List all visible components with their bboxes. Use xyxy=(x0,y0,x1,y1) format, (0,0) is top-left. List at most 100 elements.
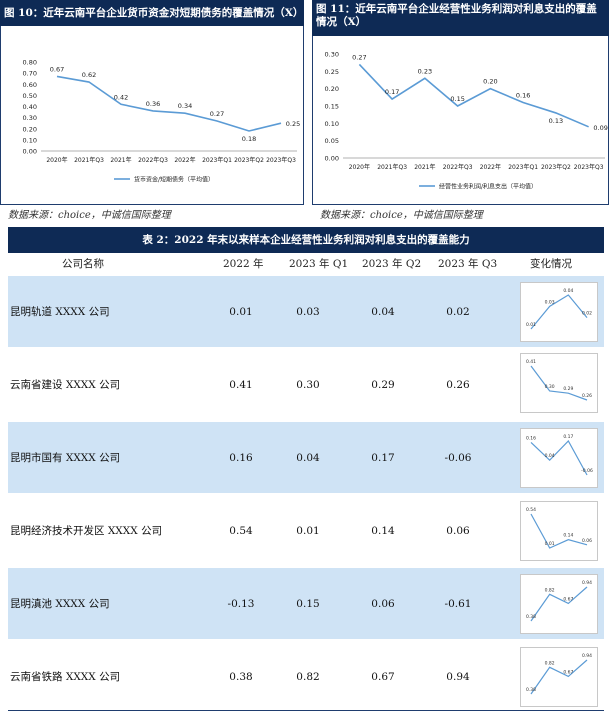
value-cell: 0.04 xyxy=(371,305,395,318)
data-label: 0.67 xyxy=(50,65,64,73)
data-label: 0.13 xyxy=(549,117,563,125)
data-label: 0.18 xyxy=(242,135,256,143)
value-cell: 0.01 xyxy=(229,305,253,318)
sparkline-series xyxy=(530,586,588,622)
sparkline-label: 0.01 xyxy=(526,322,536,328)
x-tick-label: 2021年 xyxy=(110,156,131,164)
chart-1-title: 图 10：近年云南平台企业货币资金对短期债务的覆盖情况（X） xyxy=(0,0,304,26)
y-tick-label: 0.40 xyxy=(23,103,37,111)
company-name: 昆明经济技术开发区 XXXX 公司 xyxy=(10,525,163,537)
trend-sparkline: 0.38 0.82 0.67 0.94 xyxy=(520,647,598,707)
data-label: 0.16 xyxy=(516,92,530,100)
data-label: 0.17 xyxy=(385,88,399,96)
value-cell: 0.29 xyxy=(371,378,395,391)
x-tick-label: 2022年Q3 xyxy=(443,163,473,171)
value-cell: 0.16 xyxy=(229,451,253,464)
sparkline-label: 0.54 xyxy=(526,507,536,513)
company-name: 云南省建设 XXXX 公司 xyxy=(10,379,121,391)
value-cell: -0.61 xyxy=(444,597,472,610)
y-tick-label: 0.10 xyxy=(325,120,339,128)
series-line xyxy=(358,63,589,128)
x-tick-label: 2022年 xyxy=(174,156,195,164)
value-cell: 0.14 xyxy=(371,524,395,537)
sparkline-label: -0.06 xyxy=(581,468,593,474)
sparkline-label: 0.17 xyxy=(563,434,573,440)
data-label: 0.20 xyxy=(483,78,497,86)
chart-panel-1: 图 10：近年云南平台企业货币资金对短期债务的覆盖情况（X） 0.00 0.10 0… xyxy=(0,0,304,224)
company-name: 昆明市国有 XXXX 公司 xyxy=(10,452,121,464)
company-name: 云南省铁路 XXXX 公司 xyxy=(10,671,121,683)
value-cell: 0.06 xyxy=(371,597,395,610)
value-cell: 0.38 xyxy=(229,670,253,683)
table-row: 云南省建设 XXXX 公司 0.41 0.30 0.29 0.26 0.41 0.30 0.2… xyxy=(8,349,604,420)
data-label: 0.09 xyxy=(593,124,607,132)
header-company: 公司名称 xyxy=(62,258,104,270)
data-label: 0.27 xyxy=(352,53,366,61)
table-row: 昆明轨道 XXXX 公司 0.01 0.03 0.04 0.02 0.01 0.03 0.04… xyxy=(8,276,604,347)
value-cell: 0.17 xyxy=(371,451,395,464)
x-tick-label: 2021年Q3 xyxy=(377,163,407,171)
chart-1-box: 0.00 0.10 0.20 0.30 0.40 0.50 0.60 0.70 0.80 2020… xyxy=(0,26,304,205)
sparkline-series xyxy=(530,659,588,695)
y-tick-label: 0.50 xyxy=(23,92,37,100)
table-row: 昆明滇池 XXXX 公司 -0.13 0.15 0.06 -0.61 0.38 0.82 0.… xyxy=(8,568,604,639)
x-tick-label: 2023年Q2 xyxy=(234,156,264,164)
company-name: 昆明轨道 XXXX 公司 xyxy=(10,306,110,318)
value-cell: -0.06 xyxy=(444,451,472,464)
x-tick-label: 2020年 xyxy=(349,163,370,171)
sparkline-label: 0.94 xyxy=(582,653,592,659)
y-tick-label: 0.20 xyxy=(23,125,37,133)
trend-sparkline: 0.16 0.04 0.17 -0.06 xyxy=(520,428,598,488)
data-label: 0.27 xyxy=(210,110,224,118)
value-cell: 0.06 xyxy=(446,524,470,537)
header-2023q1: 2023 年 Q1 xyxy=(289,258,349,270)
sparkline-label: 0.67 xyxy=(563,596,573,602)
sparkline-series xyxy=(530,439,588,476)
y-tick-label: 0.70 xyxy=(23,70,37,78)
sparkline-label: 0.01 xyxy=(545,541,555,547)
x-tick-label: 2022年Q3 xyxy=(138,156,168,164)
x-tick-label: 2022年 xyxy=(480,163,501,171)
trend-sparkline: 0.38 0.82 0.67 0.94 xyxy=(520,574,598,634)
chart-2-title: 图 11：近年云南平台企业经营性业务利润对利息支出的覆盖情况（X） xyxy=(312,0,609,36)
y-tick-label: 0.15 xyxy=(325,103,339,111)
trend-sparkline: 0.01 0.03 0.04 0.02 xyxy=(520,282,598,342)
sparkline-series xyxy=(530,365,588,401)
trend-sparkline: 0.54 0.01 0.14 0.06 xyxy=(520,501,598,561)
data-label: 0.23 xyxy=(418,67,432,75)
value-cell: 0.67 xyxy=(371,670,395,683)
company-name: 昆明滇池 XXXX 公司 xyxy=(10,598,110,610)
sparkline-label: 0.82 xyxy=(545,660,555,666)
y-tick-label: 0.25 xyxy=(325,68,339,76)
value-cell: 0.04 xyxy=(296,451,320,464)
data-label: 0.25 xyxy=(286,120,300,128)
sparkline-label: 0.04 xyxy=(545,453,555,459)
x-tick-label: 2021年 xyxy=(414,163,435,171)
header-2022: 2022 年 xyxy=(223,258,264,270)
y-tick-label: 0.10 xyxy=(23,136,37,144)
sparkline-label: 0.30 xyxy=(545,384,555,390)
y-tick-label: 0.05 xyxy=(325,137,339,145)
header-trend: 变化情况 xyxy=(530,258,572,270)
y-tick-label: 0.80 xyxy=(23,59,37,67)
sparkline-label: 0.02 xyxy=(582,311,592,317)
sparkline-label: 0.94 xyxy=(582,580,592,586)
y-tick-label: 0.60 xyxy=(23,81,37,89)
sparkline-label: 0.16 xyxy=(526,435,536,441)
sparkline-label: 0.26 xyxy=(582,393,592,399)
legend-label: 货币资金/短期债务（平均值） xyxy=(134,176,214,184)
x-tick-label: 2021年Q3 xyxy=(74,156,104,164)
table-row: 昆明经济技术开发区 XXXX 公司 0.54 0.01 0.14 0.06 0.54 0.0… xyxy=(8,495,604,566)
y-tick-label: 0.30 xyxy=(23,114,37,122)
value-cell: 0.01 xyxy=(296,524,320,537)
data-label: 0.36 xyxy=(146,100,160,108)
sparkline-label: 0.67 xyxy=(563,669,573,675)
value-cell: 0.15 xyxy=(296,597,320,610)
x-tick-label: 2023年Q3 xyxy=(574,163,604,171)
sparkline-series xyxy=(530,294,588,330)
sparkline-label: 0.03 xyxy=(545,299,555,305)
sparkline-label: 0.06 xyxy=(582,538,592,544)
data-label: 0.62 xyxy=(82,71,96,79)
chart-1-svg: 0.00 0.10 0.20 0.30 0.40 0.50 0.60 0.70 0.80 2020… xyxy=(23,59,301,184)
x-tick-label: 2020年 xyxy=(46,156,67,164)
